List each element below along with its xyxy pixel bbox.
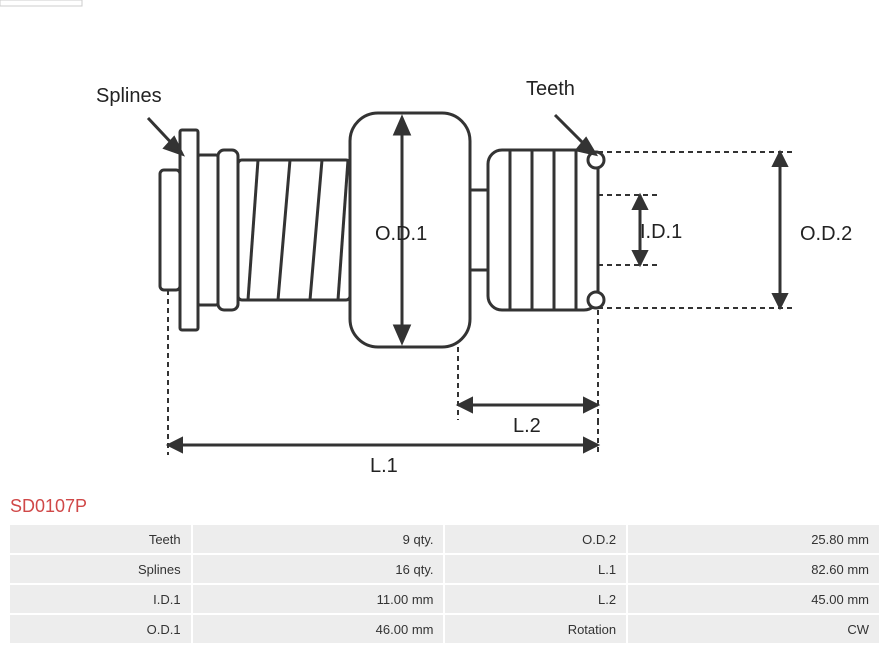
spec-label: O.D.2 [445, 525, 626, 553]
l1-label: L.1 [370, 455, 398, 477]
spec-value: 9 qty. [193, 525, 444, 553]
splines-callout [148, 118, 182, 154]
teeth-callout [555, 115, 595, 154]
corner-artifact [0, 0, 82, 6]
spec-label: L.2 [445, 585, 626, 613]
od2-label: O.D.2 [800, 223, 852, 245]
spec-label: Splines [10, 555, 191, 583]
spec-table-body: Teeth 9 qty. O.D.2 25.80 mm Splines 16 q… [10, 525, 879, 643]
table-row: I.D.1 11.00 mm L.2 45.00 mm [10, 585, 879, 613]
table-row: Splines 16 qty. L.1 82.60 mm [10, 555, 879, 583]
spec-label: O.D.1 [10, 615, 191, 643]
spec-value: 25.80 mm [628, 525, 879, 553]
spec-value: 46.00 mm [193, 615, 444, 643]
id1-label: I.D.1 [640, 221, 682, 243]
part-number: SD0107P [0, 490, 889, 523]
table-row: Teeth 9 qty. O.D.2 25.80 mm [10, 525, 879, 553]
table-row: O.D.1 46.00 mm Rotation CW [10, 615, 879, 643]
technical-diagram: O.D.1 I.D.1 O.D.2 L.2 [0, 0, 889, 490]
l2-label: L.2 [513, 415, 541, 437]
spec-table: Teeth 9 qty. O.D.2 25.80 mm Splines 16 q… [0, 523, 889, 645]
spec-label: Teeth [10, 525, 191, 553]
spec-label: L.1 [445, 555, 626, 583]
spec-value: CW [628, 615, 879, 643]
spec-value: 16 qty. [193, 555, 444, 583]
od1-label: O.D.1 [375, 223, 427, 245]
diagram-svg: O.D.1 I.D.1 O.D.2 L.2 [0, 0, 889, 490]
spec-label: Rotation [445, 615, 626, 643]
od2-dimension [598, 152, 795, 308]
l2-dimension [458, 310, 598, 420]
spec-label: I.D.1 [10, 585, 191, 613]
teeth-label: Teeth [526, 78, 575, 100]
splines-label: Splines [96, 85, 162, 107]
spec-value: 45.00 mm [628, 585, 879, 613]
spec-value: 11.00 mm [193, 585, 444, 613]
spec-value: 82.60 mm [628, 555, 879, 583]
